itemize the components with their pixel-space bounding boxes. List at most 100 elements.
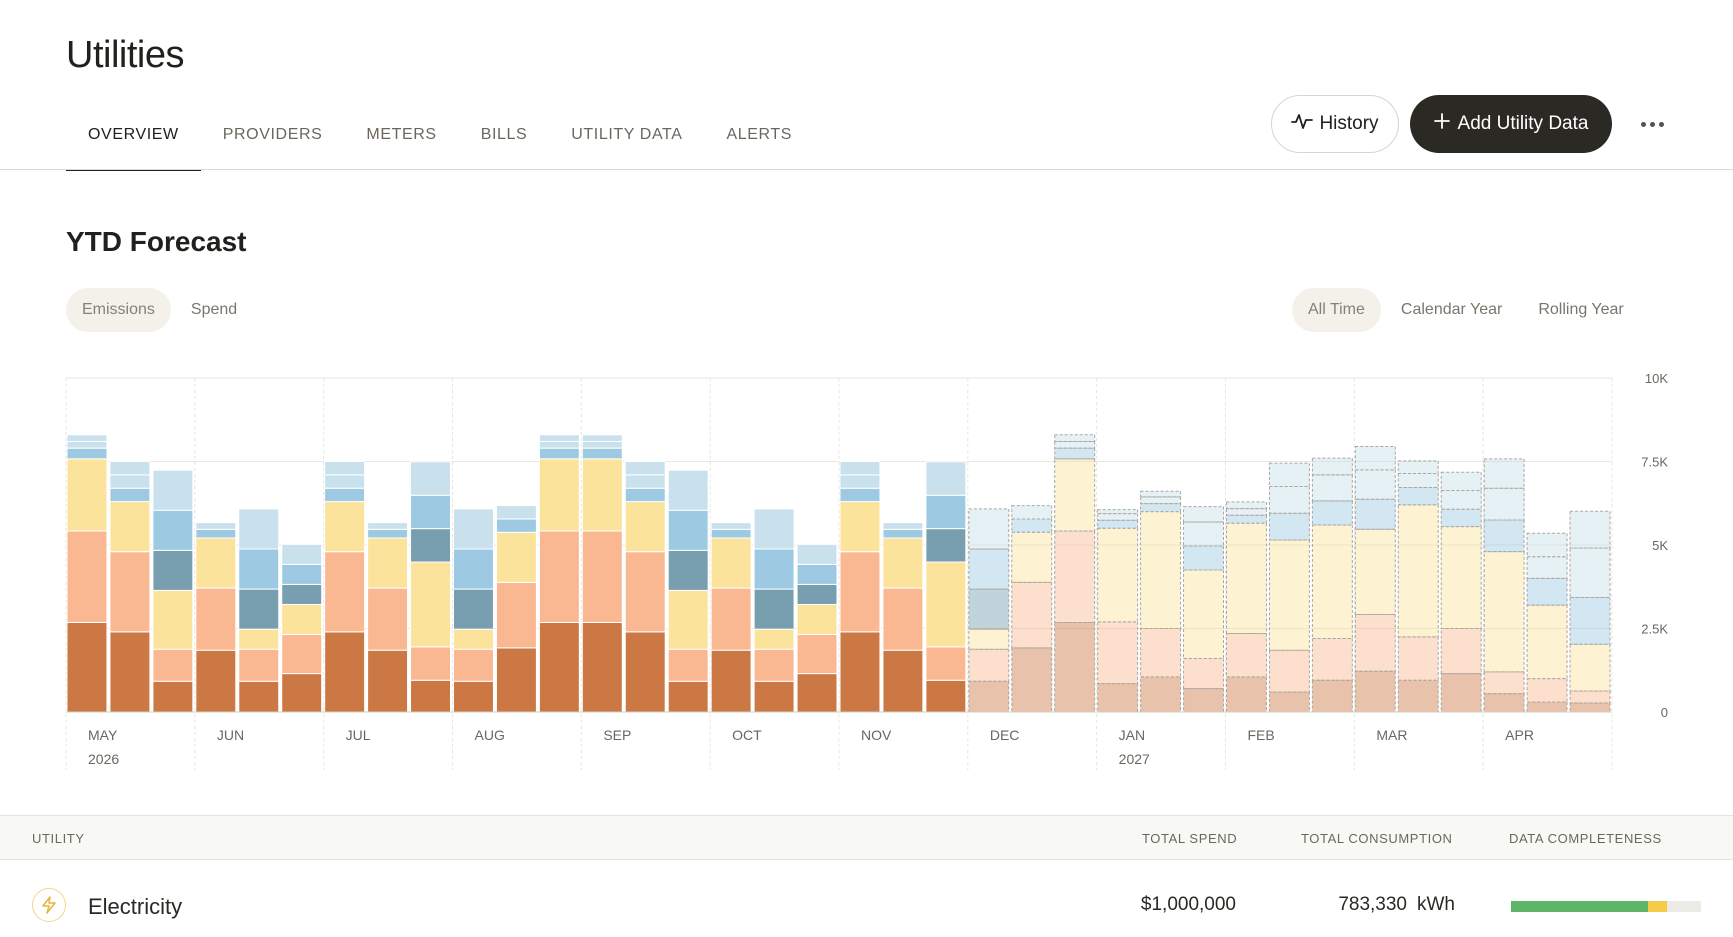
plus-icon (1433, 113, 1450, 135)
bar-segment (109, 461, 151, 476)
consumption-value: 783,330 (1338, 894, 1407, 915)
bar-segment (538, 447, 580, 460)
forecast-bar-segment (1226, 633, 1267, 678)
history-button[interactable]: History (1271, 95, 1399, 153)
bar-segment (410, 646, 451, 681)
bar-segment (324, 551, 366, 633)
consumption-unit: kWh (1417, 894, 1455, 915)
bar-segment (281, 673, 323, 713)
all-time-toggle[interactable]: All Time (1292, 288, 1381, 332)
forecast-bar-segment (1397, 473, 1439, 489)
bar-segment (238, 508, 280, 550)
forecast-bar-segment (1268, 691, 1310, 713)
bar-segment (882, 649, 924, 713)
tab-utility-data[interactable]: UTILITY DATA (571, 126, 683, 143)
bar-segment (624, 461, 666, 476)
bar-segment (410, 494, 451, 530)
y-tick-label: 0 (1661, 705, 1668, 720)
forecast-bar-segment (1097, 527, 1139, 623)
forecast-bar-segment (968, 588, 1010, 630)
forecast-bar-segment (1011, 647, 1053, 713)
bar-segment (667, 509, 709, 551)
forecast-bar-segment (1183, 521, 1224, 547)
tab-overview[interactable]: OVERVIEW (66, 110, 201, 171)
x-tick-label: JAN (1119, 727, 1145, 743)
forecast-bar-segment (1226, 514, 1267, 524)
bar-segment (839, 474, 881, 489)
bar-segment (667, 549, 709, 591)
tab-meters[interactable]: METERS (366, 126, 437, 143)
tab-providers[interactable]: PROVIDERS (222, 126, 323, 143)
metric-toggle: Emissions Spend (66, 288, 253, 332)
bar-segment (238, 548, 280, 590)
bar-segment (495, 505, 537, 520)
spend-toggle[interactable]: Spend (190, 301, 238, 318)
forecast-bar-segment (968, 508, 1010, 550)
x-tick-label: JUN (217, 727, 244, 743)
forecast-title: YTD Forecast (66, 226, 247, 257)
bar-segment (410, 679, 451, 713)
tab-alerts[interactable]: ALERTS (726, 126, 793, 143)
history-label: History (1319, 113, 1379, 134)
forecast-bar-segment (1483, 551, 1525, 673)
bar-segment (152, 680, 194, 713)
bar-segment (367, 528, 409, 539)
x-tick-sublabel: 2026 (88, 751, 119, 767)
data-completeness-column-header[interactable]: DATA COMPLETENESS (1509, 831, 1662, 846)
forecast-bar-segment (1054, 458, 1096, 532)
completeness-complete-segment (1511, 901, 1648, 912)
bar-segment (152, 469, 194, 511)
forecast-bar-segment (1397, 460, 1439, 475)
bar-segment (624, 501, 666, 553)
forecast-bar-segment (1354, 498, 1396, 530)
bar-segment (324, 501, 366, 553)
forecast-bar-segment (1226, 676, 1267, 713)
calendar-year-toggle[interactable]: Calendar Year (1400, 301, 1503, 318)
forecast-bar-segment (1311, 679, 1353, 713)
bar-segment (753, 548, 795, 590)
forecast-bar-segment (1097, 621, 1139, 685)
bar-segment (453, 548, 494, 590)
bar-segment (195, 522, 237, 530)
forecast-bar-segment (1354, 670, 1396, 713)
forecast-bar-segment (1526, 678, 1568, 703)
bar-segment (753, 508, 795, 550)
bar-segment (324, 631, 366, 713)
forecast-bar-segment (1397, 487, 1439, 506)
tab-bills[interactable]: BILLS (480, 126, 528, 143)
total-consumption: 783,330 kWh (1338, 894, 1455, 916)
emissions-toggle[interactable]: Emissions (66, 288, 171, 332)
forecast-bar-segment (1526, 577, 1568, 606)
forecast-bar-segment (1183, 506, 1224, 523)
utility-column-header[interactable]: UTILITY (32, 831, 85, 846)
rolling-year-toggle[interactable]: Rolling Year (1538, 301, 1624, 318)
bar-segment (925, 679, 967, 713)
forecast-bar-segment (1140, 628, 1182, 678)
bar-segment (581, 434, 623, 442)
bar-segment (152, 549, 194, 591)
bar-segment (281, 563, 323, 585)
forecast-bar-segment (1440, 471, 1482, 492)
bar-segment (281, 603, 323, 636)
bar-segment (581, 530, 623, 623)
bar-segment (66, 530, 108, 623)
forecast-bar-segment (1569, 690, 1611, 704)
table-row[interactable]: Electricity $1,000,000 783,330 kWh (0, 861, 1733, 937)
forecast-bar-segment (1526, 556, 1568, 579)
y-tick-label: 10K (1645, 371, 1668, 386)
forecast-bar-segment (968, 628, 1010, 650)
forecast-bar-segment (1140, 503, 1182, 513)
forecast-bar-segment (1483, 519, 1525, 553)
bar-segment (753, 680, 795, 713)
total-spend-column-header[interactable]: TOTAL SPEND (1142, 831, 1238, 846)
bar-segment (495, 581, 537, 649)
more-options-button[interactable] (1632, 108, 1672, 140)
bar-segment (667, 589, 709, 650)
bar-segment (453, 508, 494, 550)
bar-segment (495, 647, 537, 713)
add-utility-data-button[interactable]: Add Utility Data (1410, 95, 1612, 153)
bar-segment (453, 588, 494, 630)
bar-segment (753, 588, 795, 630)
forecast-bar-segment (1569, 643, 1611, 692)
total-consumption-column-header[interactable]: TOTAL CONSUMPTION (1301, 831, 1453, 846)
